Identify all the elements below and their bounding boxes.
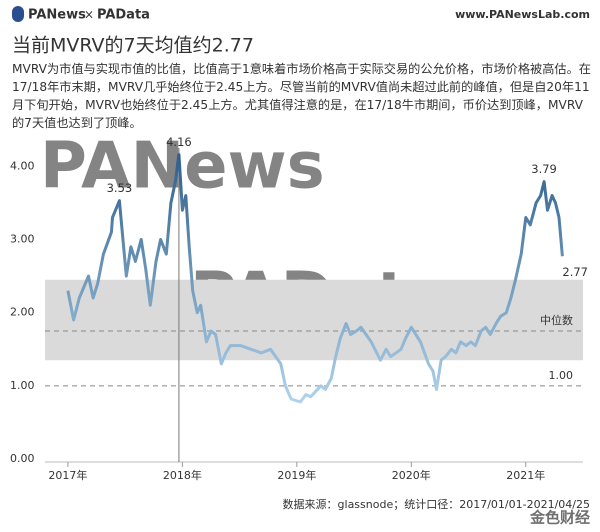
y-tick-label: 4.00 <box>10 159 35 172</box>
data-label: 3.53 <box>107 181 133 195</box>
logo-right: PAData <box>97 8 150 23</box>
chart-title: 当前MVRV的7天均值约2.77 <box>12 35 254 57</box>
data-label: 3.79 <box>531 162 557 176</box>
logo-left: PANews <box>28 8 86 23</box>
x-tick-label: 2017年 <box>48 468 87 482</box>
x-tick-label: 2019年 <box>277 468 316 482</box>
description: MVRV为市值与实现市值的比值，比值高于1意味着市场价格高于实际交易的公允价格，… <box>12 62 591 130</box>
logo-icon <box>12 6 24 22</box>
reference-label: 中位数 <box>540 313 573 327</box>
footer-logo: 金色财经 <box>529 509 590 527</box>
logo-sep: × <box>84 8 94 22</box>
reference-label: 1.00 <box>549 369 574 382</box>
x-tick-label: 2018年 <box>163 468 202 482</box>
y-tick-label: 1.00 <box>10 379 35 392</box>
data-label: 2.77 <box>562 265 588 279</box>
y-tick-label: 0.00 <box>10 452 35 465</box>
source: 数据来源：glassnode；统计口径：2017/01/01-2021/04/2… <box>283 497 590 511</box>
data-label: 4.16 <box>166 135 192 149</box>
band <box>45 279 583 361</box>
y-tick-label: 3.00 <box>10 232 35 245</box>
x-tick-label: 2020年 <box>392 468 431 482</box>
y-tick-label: 2.00 <box>10 306 35 319</box>
site: www.PANewsLab.com <box>455 8 590 21</box>
line <box>66 153 564 404</box>
x-tick-label: 2021年 <box>506 468 545 482</box>
